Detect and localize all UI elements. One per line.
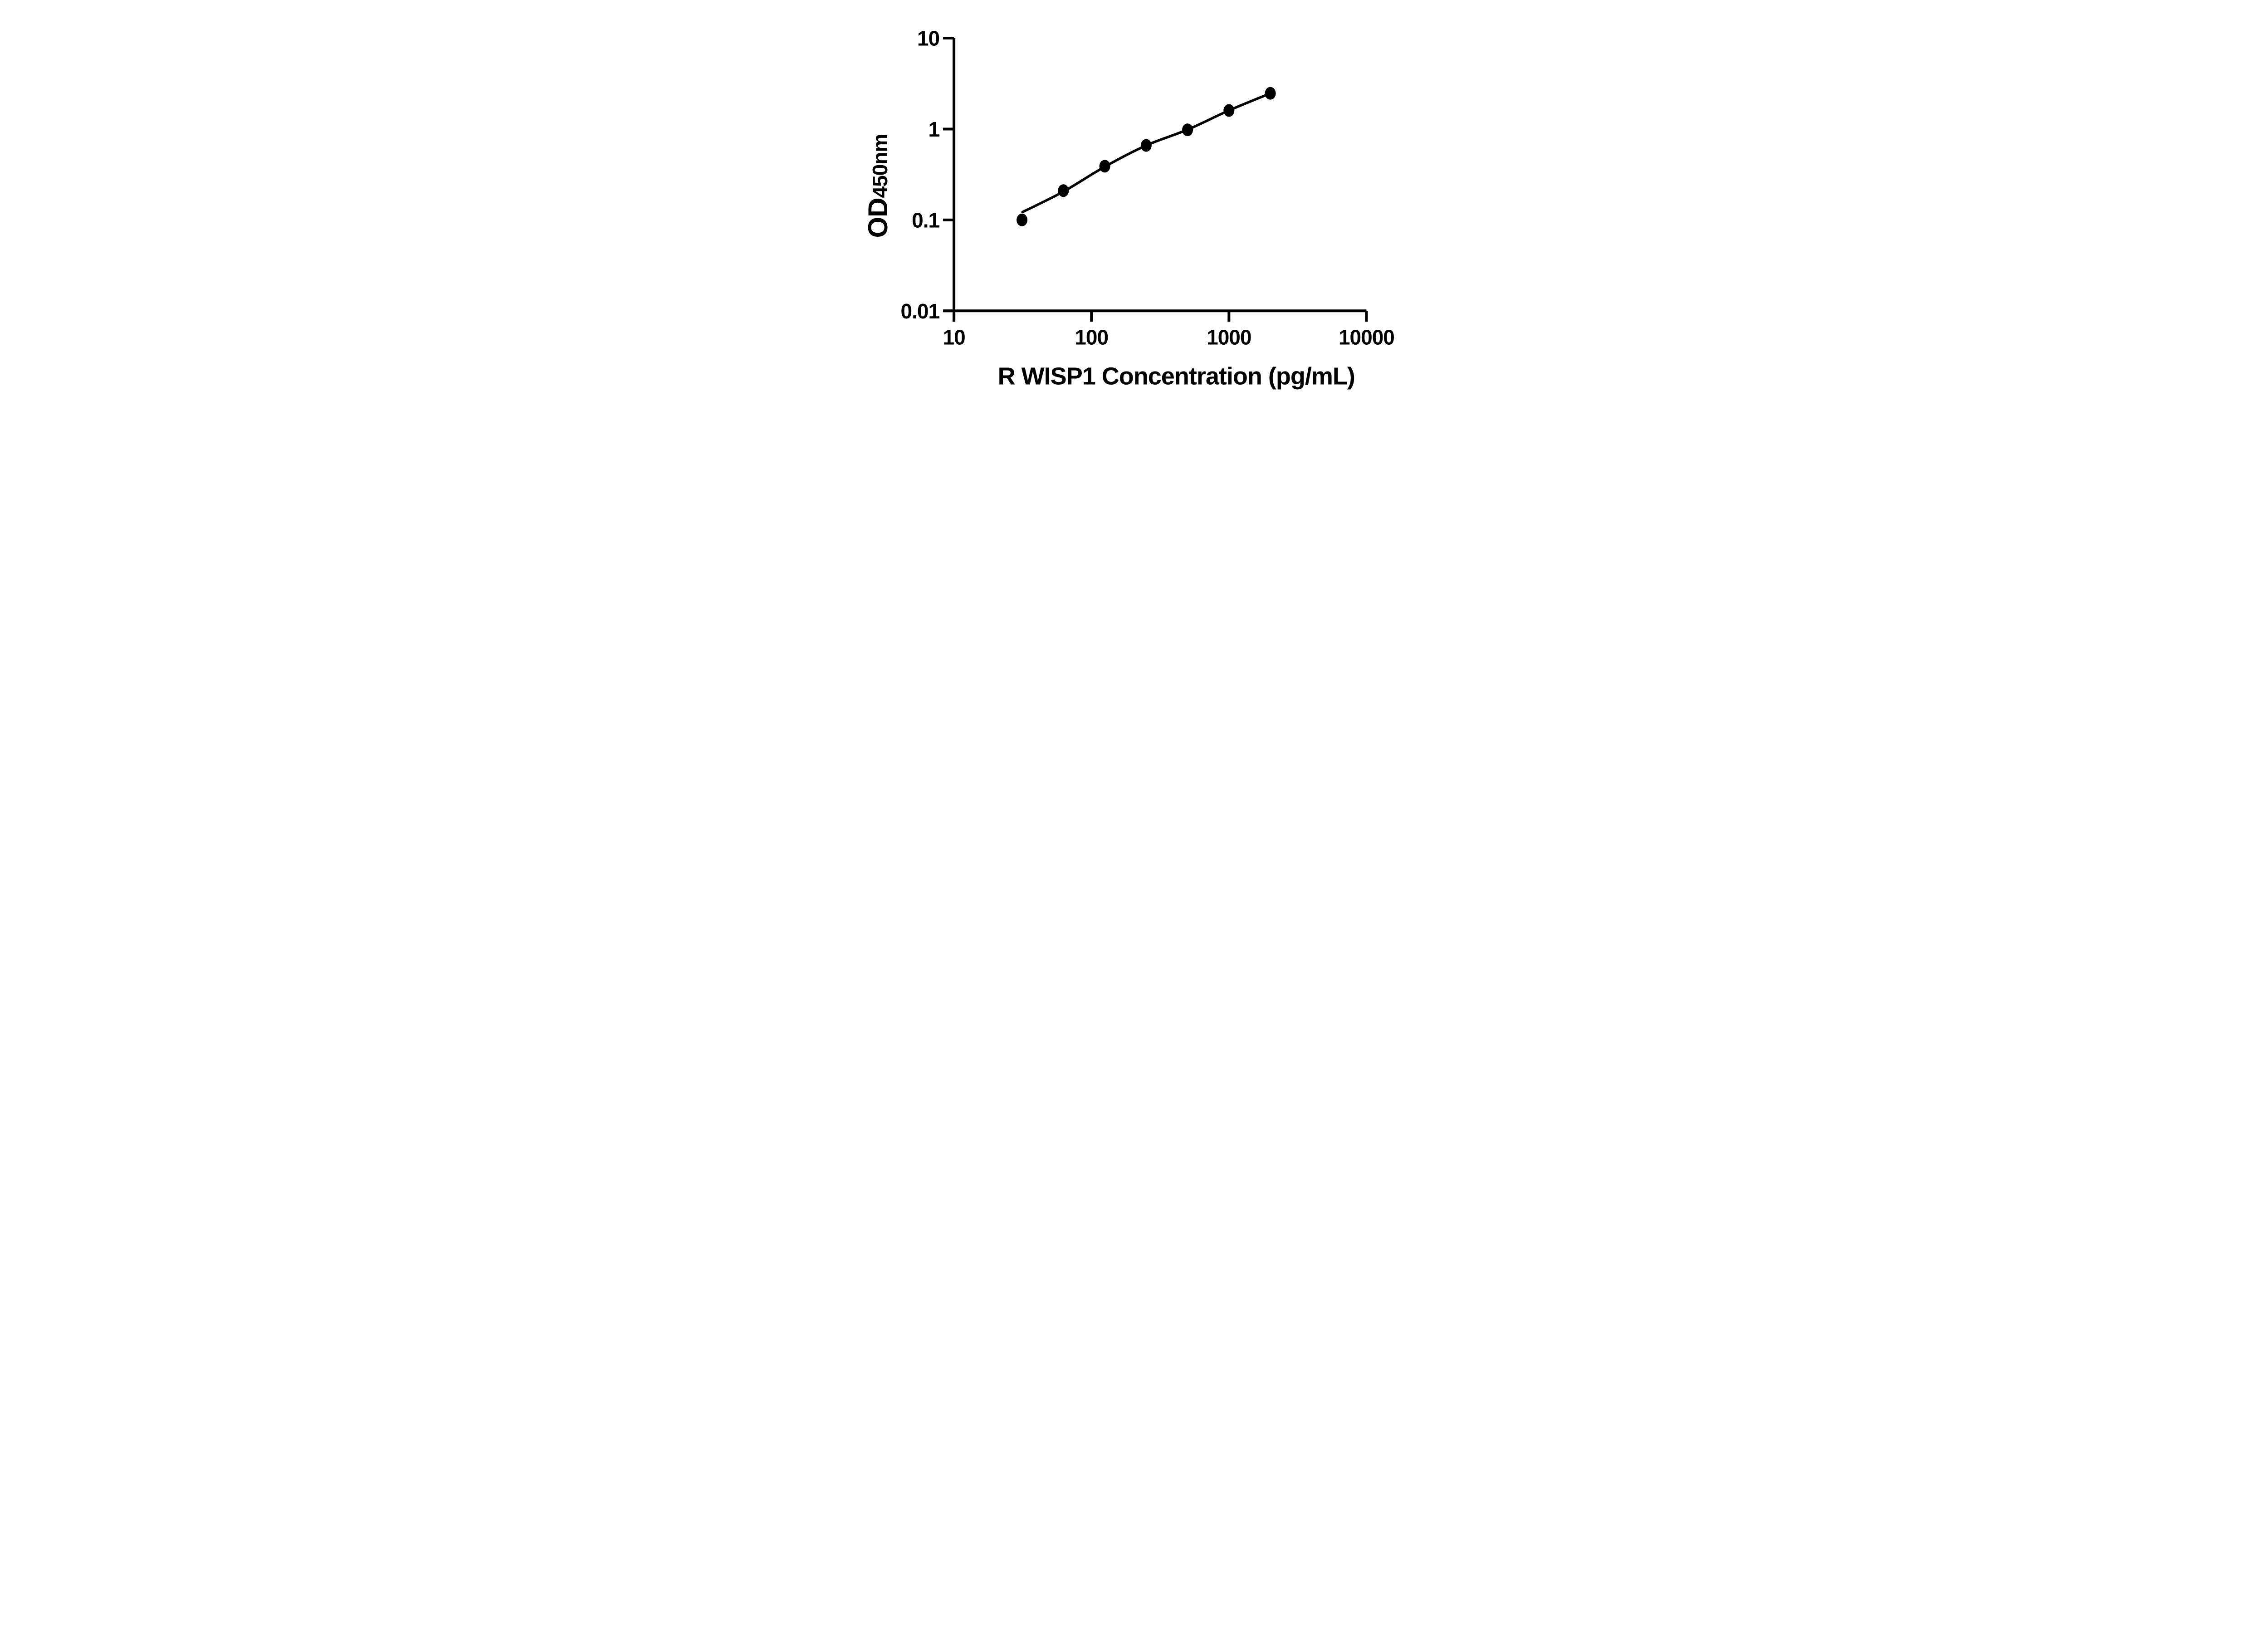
y-tick-label-1: 0.1 [912,208,939,232]
y-axis-title-main: OD [863,198,893,238]
y-tick-label-3: 10 [917,27,939,50]
y-tick-label-2: 1 [928,117,939,141]
x-axis-title: R WISP1 Concentration (pg/mL) [998,362,1355,390]
x-tick-label-2: 1000 [1207,325,1251,349]
data-point-3 [1140,139,1152,152]
data-point-6 [1265,87,1276,100]
data-point-4 [1182,123,1193,137]
x-tick-label-3: 10000 [1339,325,1394,349]
data-point-1 [1058,184,1069,197]
x-tick-label-0: 10 [943,325,965,349]
y-axis-title-sub: 450nm [868,134,892,198]
data-point-0 [1017,213,1028,226]
data-point-5 [1223,104,1235,117]
y-tick-label-0: 0.01 [901,299,940,323]
x-tick-label-1: 100 [1075,325,1108,349]
chart-canvas: 10 100 1000 10000 0.01 0.1 1 10 R WISP1 Concent… [842,0,1426,409]
plot-area: 10 100 1000 10000 0.01 0.1 1 10 [901,27,1395,349]
standard-curve-chart: 10 100 1000 10000 0.01 0.1 1 10 R WISP1 Concent… [842,0,1426,409]
y-axis-title: OD450nm [863,134,893,238]
data-point-2 [1099,160,1110,173]
